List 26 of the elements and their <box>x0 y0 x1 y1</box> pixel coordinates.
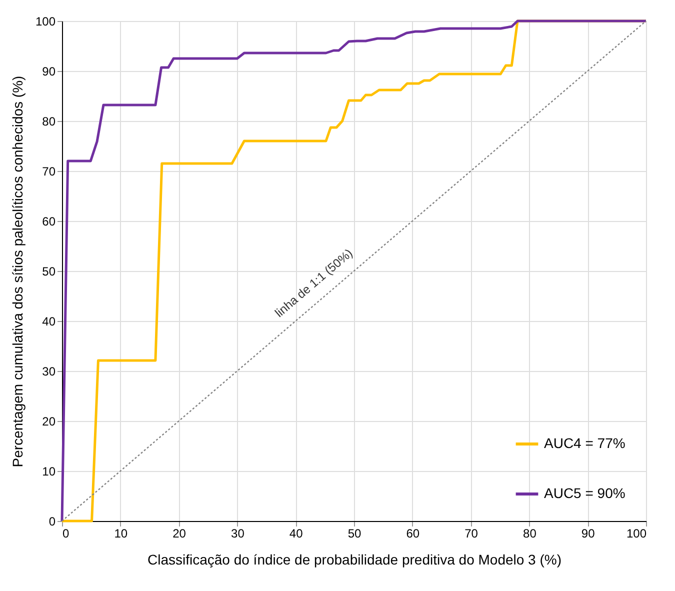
y-tick-label: 30 <box>42 364 56 378</box>
y-tick-label: 10 <box>42 464 56 478</box>
y-tick-label: 70 <box>42 164 56 178</box>
y-tick-label: 20 <box>42 414 56 428</box>
y-tick-label: 100 <box>35 14 56 28</box>
x-tick-label: 40 <box>289 526 304 540</box>
y-tick-label: 60 <box>42 214 56 228</box>
x-tick-label: 50 <box>348 526 362 540</box>
x-axis-title: Classificação do índice de probabilidade preditiva do Modelo 3 (%) <box>147 552 562 568</box>
y-tick-label: 0 <box>48 514 56 528</box>
y-tick-label: 80 <box>42 114 56 128</box>
x-tick-label: 20 <box>172 526 186 540</box>
y-tick-label: 90 <box>42 64 56 78</box>
legend-label: AUC4 = 77% <box>544 435 626 451</box>
legend-label: AUC5 = 90% <box>544 485 626 501</box>
x-tick-label: 80 <box>523 526 537 540</box>
y-tick-label: 40 <box>42 314 56 328</box>
y-tick-label: 50 <box>42 264 56 278</box>
y-axis-title: Percentagem cumulativa dos sítios paleolíticos conhecidos (%) <box>9 76 26 468</box>
x-tick-label: 70 <box>464 526 478 540</box>
x-tick-label: 100 <box>626 526 647 540</box>
x-tick-label: 30 <box>231 526 245 540</box>
x-tick-label: 90 <box>581 526 596 540</box>
x-tick-label: 10 <box>114 526 128 540</box>
x-tick-label: 60 <box>406 526 420 540</box>
x-tick-label: 0 <box>62 526 70 540</box>
